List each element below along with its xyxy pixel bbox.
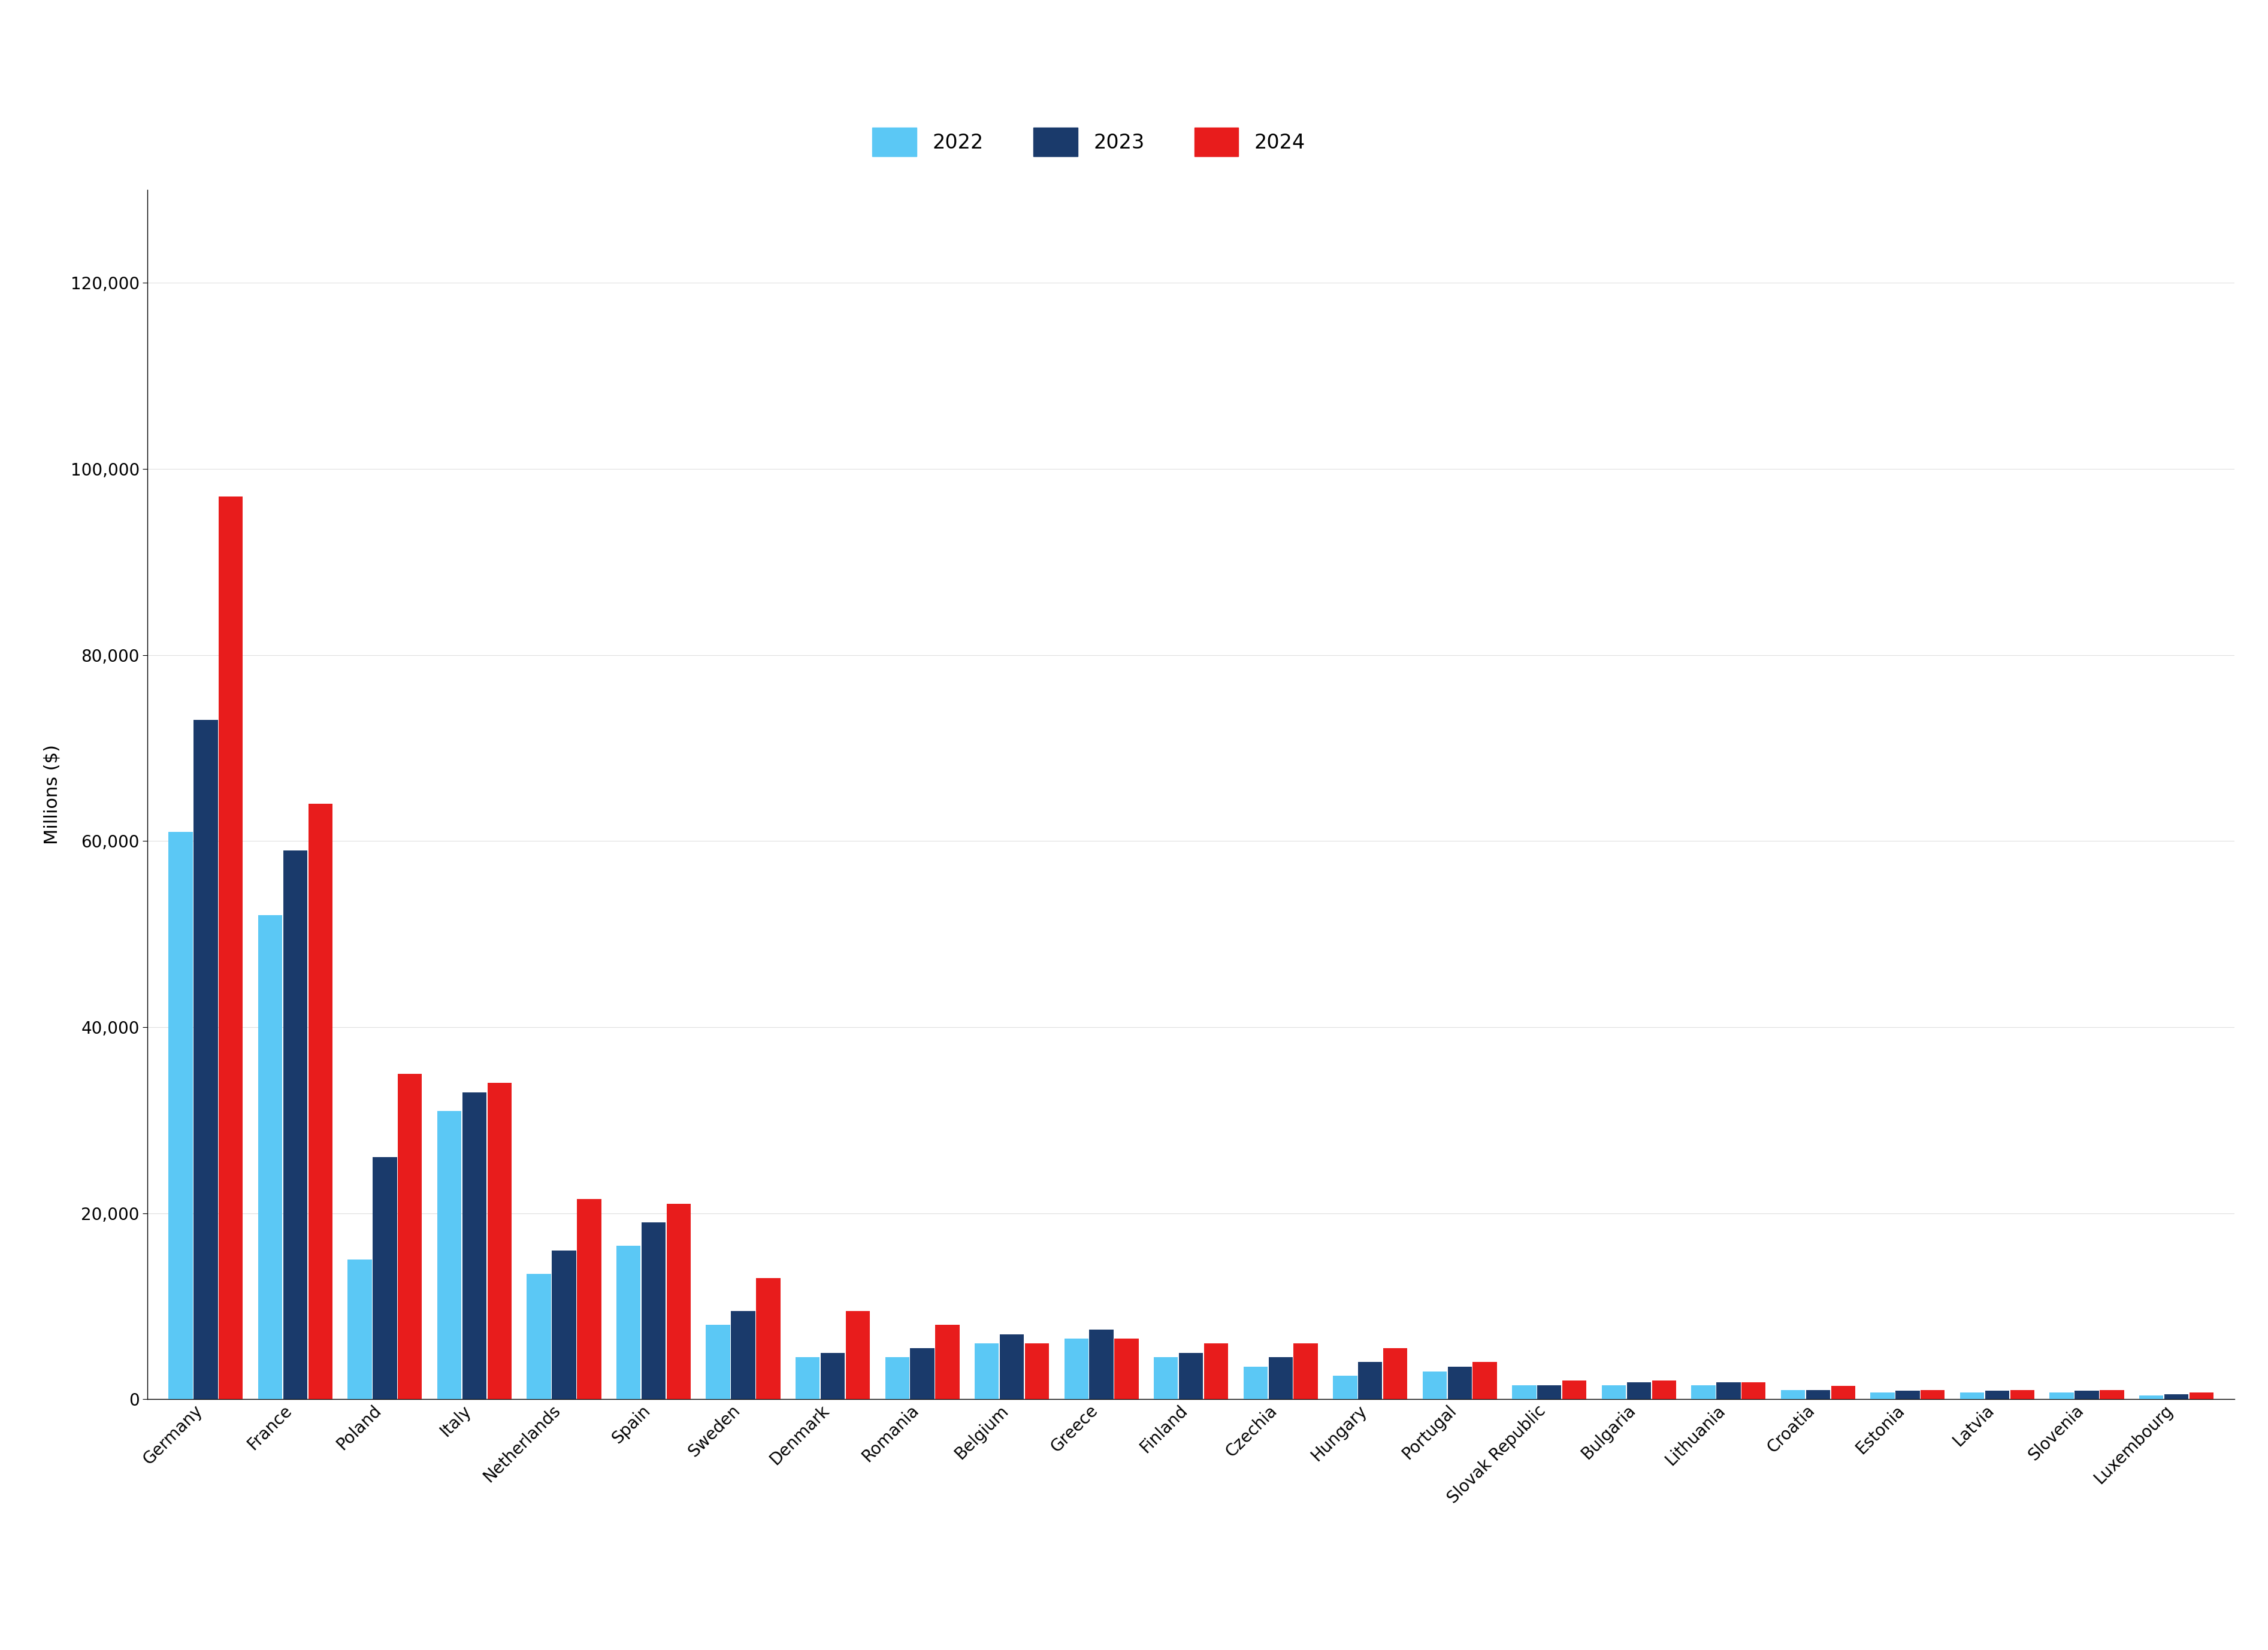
Bar	[347, 1259, 372, 1399]
Bar	[1692, 1386, 1715, 1399]
Bar	[642, 1223, 665, 1399]
Bar	[934, 1325, 959, 1399]
Bar	[1025, 1343, 1048, 1399]
Bar	[1383, 1348, 1406, 1399]
Bar	[1626, 1383, 1651, 1399]
Bar	[1563, 1381, 1585, 1399]
Text: Source: NATO.: Source: NATO.	[41, 1559, 147, 1574]
Bar	[2009, 1389, 2034, 1399]
Bar	[2048, 1393, 2073, 1399]
Bar	[1204, 1343, 1227, 1399]
Bar	[1921, 1389, 1944, 1399]
Bar	[1064, 1338, 1089, 1399]
Text: CENTRE FOR EUROPEAN REFORM: CENTRE FOR EUROPEAN REFORM	[1989, 30, 2189, 40]
Bar	[1805, 1389, 1830, 1399]
Bar	[821, 1353, 844, 1399]
Bar	[667, 1204, 689, 1399]
Text: Chart 1: Total defence spending in EU countries, 2024: Chart 1: Total defence spending in EU co…	[712, 38, 1420, 61]
Bar	[1601, 1386, 1626, 1399]
Bar	[1334, 1376, 1356, 1399]
Bar	[1830, 1386, 1855, 1399]
Bar	[438, 1110, 460, 1399]
Bar	[1742, 1383, 1765, 1399]
Bar	[1960, 1393, 1984, 1399]
Bar	[1896, 1391, 1919, 1399]
Bar	[488, 1082, 513, 1399]
Bar	[1268, 1358, 1293, 1399]
Bar	[1869, 1393, 1894, 1399]
Bar	[218, 497, 243, 1399]
Bar	[2189, 1393, 2214, 1399]
Bar	[1243, 1366, 1268, 1399]
Bar	[1984, 1391, 2009, 1399]
Bar	[372, 1157, 397, 1399]
Bar	[1422, 1371, 1447, 1399]
Bar	[1293, 1343, 1318, 1399]
Bar	[1359, 1361, 1381, 1399]
Bar	[168, 832, 193, 1399]
Bar	[909, 1348, 934, 1399]
Bar	[1089, 1330, 1114, 1399]
Bar	[1780, 1389, 1805, 1399]
Bar	[730, 1310, 755, 1399]
Bar	[1538, 1386, 1560, 1399]
Bar	[259, 916, 281, 1399]
Bar	[1472, 1361, 1497, 1399]
Bar	[1651, 1381, 1676, 1399]
Bar	[885, 1358, 909, 1399]
Bar	[1000, 1335, 1023, 1399]
Bar	[1717, 1383, 1740, 1399]
Bar	[463, 1092, 485, 1399]
Bar	[1179, 1353, 1202, 1399]
Bar	[1513, 1386, 1535, 1399]
Bar	[2100, 1389, 2123, 1399]
Bar	[705, 1325, 730, 1399]
Legend: 2022, 2023, 2024: 2022, 2023, 2024	[864, 120, 1313, 163]
Bar	[551, 1251, 576, 1399]
Bar	[193, 719, 218, 1399]
Bar	[1114, 1338, 1139, 1399]
Bar	[2139, 1396, 2164, 1399]
Bar	[397, 1074, 422, 1399]
Bar	[975, 1343, 998, 1399]
Bar	[617, 1246, 640, 1399]
Bar	[846, 1310, 869, 1399]
Bar	[1447, 1366, 1472, 1399]
Bar	[308, 804, 333, 1399]
Text: Note: Excludes Malta, Ireland, Austria and Cyprus because of a lack of data.: Note: Excludes Malta, Ireland, Austria a…	[41, 1609, 612, 1624]
Bar	[755, 1279, 780, 1399]
Text: LONDON  •  BRUSSELS  •  BERLIN: LONDON • BRUSSELS • BERLIN	[2021, 66, 2189, 76]
Bar	[2164, 1394, 2189, 1399]
Bar	[576, 1200, 601, 1399]
Bar	[284, 850, 306, 1399]
Y-axis label: Millions ($): Millions ($)	[43, 744, 61, 845]
Bar	[1154, 1358, 1177, 1399]
Bar	[526, 1274, 551, 1399]
Bar	[796, 1358, 819, 1399]
Bar	[2075, 1391, 2098, 1399]
